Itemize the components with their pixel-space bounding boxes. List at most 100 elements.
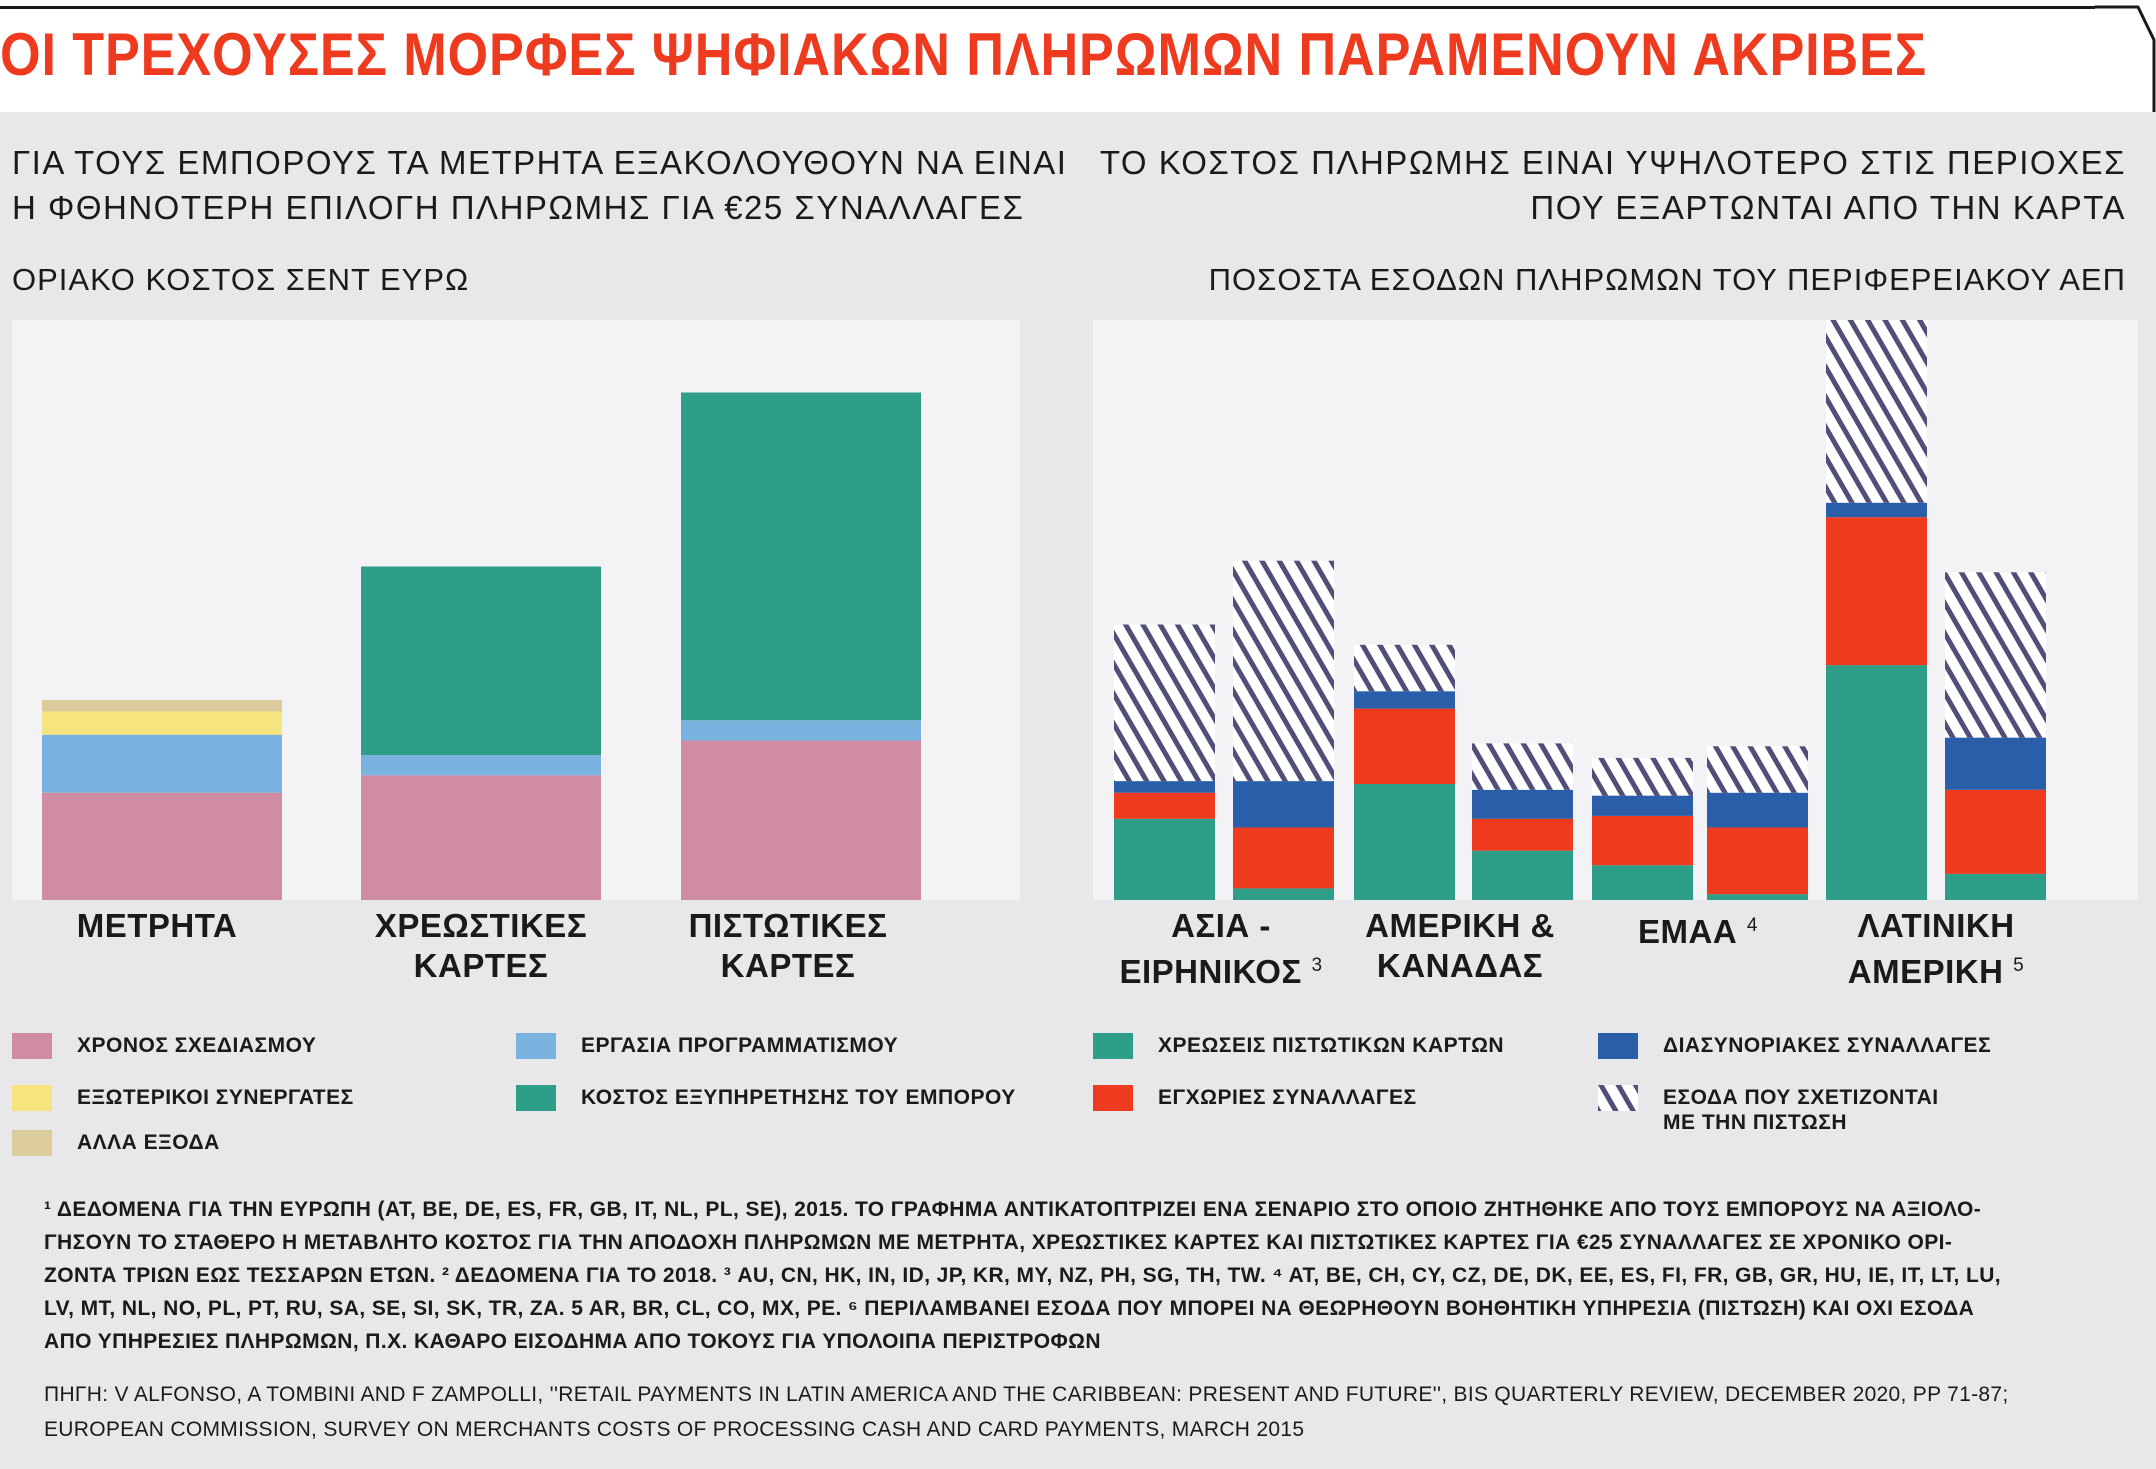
legend-swatch-hatched	[1598, 1085, 1638, 1111]
category-label-debit-cards: ΧΡΕΩΣΤΙΚΕΣ ΚΑΡΤΕΣ	[331, 906, 631, 986]
page-corner-fold	[2095, 5, 2156, 112]
category-label-line1: ΠΙΣΤΩΤΙΚΕΣ	[688, 907, 888, 944]
group-label-line1: ΑΜΕΡΙΚΗ &	[1365, 907, 1555, 944]
right-chart-bar-2-segment-1	[1354, 708, 1455, 784]
left-chart-bar-0-segment-1	[42, 734, 282, 793]
right-chart-bar-7-segment-2	[1945, 737, 2046, 790]
right-chart-bar-3-segment-3	[1472, 743, 1573, 790]
group-label-asia-pacific: ΑΣΙΑ - ΕΙΡΗΝΙΚΟΣ 3	[1071, 906, 1371, 992]
left-chart-bar-0-segment-4	[42, 699, 282, 712]
right-chart-bar-5-segment-1	[1707, 827, 1808, 895]
source-line: ΠΗΓΗ: V ALFONSO, A TOMBINI AND F ZAMPOLL…	[44, 1383, 2009, 1406]
legend-item-programming: ΕΡΓΑΣΙΑ ΠΡΟΓΡΑΜΜΑΤΙΣΜΟΥ	[516, 1033, 898, 1059]
right-chart-bar-6-segment-2	[1826, 502, 1927, 518]
group-label-line2: ΑΜΕΡΙΚΗ	[1847, 953, 2004, 990]
left-chart-bar-2-segment-1	[681, 720, 921, 741]
legend-swatch	[12, 1085, 52, 1111]
header-rule	[0, 6, 2095, 9]
legend-item-credit-card-fees: ΧΡΕΩΣΕΙΣ ΠΙΣΤΩΤΙΚΩΝ ΚΑΡΤΩΝ	[1093, 1033, 1504, 1059]
right-chart-bar-3-segment-1	[1472, 818, 1573, 851]
right-chart-bar-0-segment-0	[1114, 818, 1215, 900]
left-chart-bar-1-segment-2	[361, 566, 601, 755]
left-chart-bar-0-segment-0	[42, 792, 282, 900]
right-subtitle-line2: ΠΟΥ ΕΞΑΡΤΩΝΤΑΙ ΑΠΟ ΤΗΝ ΚΑΡΤΑ	[1530, 189, 2126, 226]
group-label-emea: ΕΜΑΑ 4	[1548, 906, 1848, 952]
category-label-line1: ΧΡΕΩΣΤΙΚΕΣ	[374, 907, 588, 944]
footnote-ref: 4	[1746, 915, 1758, 936]
legend-label-line2: ΜΕ ΤΗΝ ΠΙΣΤΩΣΗ	[1663, 1111, 1847, 1134]
left-chart-bar-2-segment-2	[681, 392, 921, 721]
footnotes: ¹ ΔΕΔΟΜΕΝΑ ΓΙΑ ΤΗΝ ΕΥΡΩΠΗ (AT, BE, DE, E…	[44, 1193, 2124, 1358]
left-subtitle-line2: Η ΦΘΗΝΟΤΕΡΗ ΕΠΙΛΟΓΗ ΠΛΗΡΩΜΗΣ ΓΙΑ €25 ΣΥΝ…	[12, 189, 1025, 226]
page-title: ΟΙ ΤΡΕΧΟΥΣΕΣ ΜΟΡΦΕΣ ΨΗΦΙΑΚΩΝ ΠΛΗΡΩΜΩΝ ΠΑ…	[0, 21, 1927, 88]
right-chart-bar-2-segment-3	[1354, 644, 1455, 692]
right-chart-bar-0-segment-1	[1114, 792, 1215, 819]
category-label-cash: ΜΕΤΡΗΤΑ	[7, 906, 307, 946]
group-label-line1: ΕΜΑΑ	[1638, 913, 1738, 950]
left-chart-bar-1-segment-1	[361, 755, 601, 776]
right-subtitle: ΤΟ ΚΟΣΤΟΣ ΠΛΗΡΩΜΗΣ ΕΙΝΑΙ ΥΨΗΛΟΤΕΡΟ ΣΤΙΣ …	[1100, 140, 2126, 230]
legend-label: ΕΡΓΑΣΙΑ ΠΡΟΓΡΑΜΜΑΤΙΣΜΟΥ	[581, 1034, 899, 1057]
left-subtitle-line1: ΓΙΑ ΤΟΥΣ ΕΜΠΟΡΟΥΣ ΤΑ ΜΕΤΡΗΤΑ ΕΞΑΚΟΛΟΥΘΟΥ…	[12, 144, 1068, 181]
legend-swatch	[516, 1085, 556, 1111]
left-subtitle: ΓΙΑ ΤΟΥΣ ΕΜΠΟΡΟΥΣ ΤΑ ΜΕΤΡΗΤΑ ΕΞΑΚΟΛΟΥΘΟΥ…	[12, 140, 1067, 230]
right-chart-bar-3-segment-2	[1472, 789, 1573, 819]
right-chart-bar-7-segment-1	[1945, 789, 2046, 874]
right-chart-bar-1-segment-0	[1233, 888, 1334, 900]
right-subtitle-line1: ΤΟ ΚΟΣΤΟΣ ΠΛΗΡΩΜΗΣ ΕΙΝΑΙ ΥΨΗΛΟΤΕΡΟ ΣΤΙΣ …	[1099, 144, 2126, 181]
legend-item-other-expenses: ΑΛΛΑ ΕΞΟΔΑ	[12, 1130, 220, 1156]
source-line: EUROPEAN COMMISSION, SURVEY ON MERCHANTS…	[44, 1418, 1305, 1441]
footnote-line: ΖΟΝΤΑ ΤΡΙΩΝ ΕΩΣ ΤΕΣΣΑΡΩΝ ΕΤΩΝ. ² ΔΕΔΟΜΕΝ…	[44, 1264, 2002, 1287]
left-chart-bar-1-segment-0	[361, 775, 601, 900]
category-label-line1: ΜΕΤΡΗΤΑ	[76, 907, 238, 944]
right-chart-bar-6-segment-0	[1826, 665, 1927, 900]
right-chart-bar-4-segment-3	[1592, 757, 1693, 796]
legend: ΧΡΟΝΟΣ ΣΧΕΔΙΑΣΜΟΥ ΕΡΓΑΣΙΑ ΠΡΟΓΡΑΜΜΑΤΙΣΜΟ…	[0, 1033, 2156, 1156]
left-chart-bar-2-segment-0	[681, 740, 921, 900]
group-label-line2: ΕΙΡΗΝΙΚΟΣ	[1119, 953, 1302, 990]
right-unit-label: ΠΟΣΟΣΤΑ ΕΣΟΔΩΝ ΠΛΗΡΩΜΩΝ ΤΟΥ ΠΕΡΙΦΕΡΕΙΑΚΟ…	[1208, 262, 2126, 297]
legend-item-design-time: ΧΡΟΝΟΣ ΣΧΕΔΙΑΣΜΟΥ	[12, 1033, 316, 1059]
right-chart-bars	[1114, 320, 2046, 900]
legend-label: ΧΡΟΝΟΣ ΣΧΕΔΙΑΣΜΟΥ	[77, 1034, 317, 1057]
footnote-line: ΓΗΣΟΥΝ ΤΟ ΣΤΑΘΕΡΟ Η ΜΕΤΑΒΛΗΤΟ ΚΟΣΤΟΣ ΓΙΑ…	[44, 1231, 1953, 1254]
legend-label: ΕΞΩΤΕΡΙΚΟΙ ΣΥΝΕΡΓΑΤΕΣ	[77, 1086, 354, 1109]
footnote-ref: 5	[2013, 955, 2025, 976]
legend-item-cross-border: ΔΙΑΣΥΝΟΡΙΑΚΕΣ ΣΥΝΑΛΛΑΓΕΣ	[1598, 1033, 1991, 1059]
right-chart-bar-1-segment-3	[1233, 560, 1334, 782]
right-chart-bar-3-segment-0	[1472, 850, 1573, 900]
left-unit-label: ΟΡΙΑΚΟ ΚΟΣΤΟΣ ΣΕΝΤ ΕΥΡΩ	[12, 262, 470, 297]
footnote-line: LV, MT, NL, NO, PL, PT, RU, SA, SE, SI, …	[44, 1297, 1975, 1320]
left-chart-bars	[42, 392, 921, 900]
legend-swatch	[12, 1130, 52, 1156]
footnote-line: ΑΠΟ ΥΠΗΡΕΣΙΕΣ ΠΛΗΡΩΜΩΝ, Π.Χ. ΚΑΘΑΡΟ ΕΙΣΟ…	[44, 1330, 1101, 1353]
right-chart-bar-2-segment-2	[1354, 691, 1455, 709]
right-chart-bar-7-segment-3	[1945, 572, 2046, 738]
category-label-line2: ΚΑΡΤΕΣ	[720, 947, 856, 984]
right-chart-bar-1-segment-2	[1233, 781, 1334, 828]
right-chart-bar-4-segment-2	[1592, 795, 1693, 816]
right-chart-bar-5-segment-3	[1707, 746, 1808, 793]
legend-swatch	[1093, 1085, 1133, 1111]
left-chart-bar-0-segment-3	[42, 711, 282, 735]
legend-label: ΕΓΧΩΡΙΕΣ ΣΥΝΑΛΛΑΓΕΣ	[1158, 1086, 1417, 1109]
right-chart-bar-7-segment-0	[1945, 873, 2046, 900]
legend-label-line1: ΕΣΟΔΑ ΠΟΥ ΣΧΕΤΙΖΟΝΤΑΙ	[1663, 1086, 1939, 1109]
footnote-line: ¹ ΔΕΔΟΜΕΝΑ ΓΙΑ ΤΗΝ ΕΥΡΩΠΗ (AT, BE, DE, E…	[44, 1198, 1982, 1221]
legend-label: ΑΛΛΑ ΕΞΟΔΑ	[77, 1131, 220, 1154]
right-chart-bar-4-segment-0	[1592, 865, 1693, 900]
group-label-line1: ΑΣΙΑ -	[1171, 907, 1271, 944]
category-label-credit-cards: ΠΙΣΤΩΤΙΚΕΣ ΚΑΡΤΕΣ	[638, 906, 938, 986]
legend-item-merchant-service: ΚΟΣΤΟΣ ΕΞΥΠΗΡΕΤΗΣΗΣ ΤΟΥ ΕΜΠΟΡΟΥ	[516, 1085, 1016, 1111]
right-chart-bar-0-segment-2	[1114, 781, 1215, 793]
legend-swatch	[516, 1033, 556, 1059]
right-chart-bar-6-segment-1	[1826, 517, 1927, 666]
right-chart-bar-2-segment-0	[1354, 784, 1455, 900]
legend-label: ΕΣΟΔΑ ΠΟΥ ΣΧΕΤΙΖΟΝΤΑΙ ΜΕ ΤΗΝ ΠΙΣΤΩΣΗ	[1663, 1085, 1939, 1135]
group-label-line2: ΚΑΝΑΔΑΣ	[1376, 947, 1544, 984]
legend-label: ΔΙΑΣΥΝΟΡΙΑΚΕΣ ΣΥΝΑΛΛΑΓΕΣ	[1663, 1034, 1992, 1057]
legend-label: ΧΡΕΩΣΕΙΣ ΠΙΣΤΩΤΙΚΩΝ ΚΑΡΤΩΝ	[1158, 1034, 1505, 1057]
footnote-ref: 3	[1311, 955, 1323, 976]
category-label-line2: ΚΑΡΤΕΣ	[413, 947, 549, 984]
